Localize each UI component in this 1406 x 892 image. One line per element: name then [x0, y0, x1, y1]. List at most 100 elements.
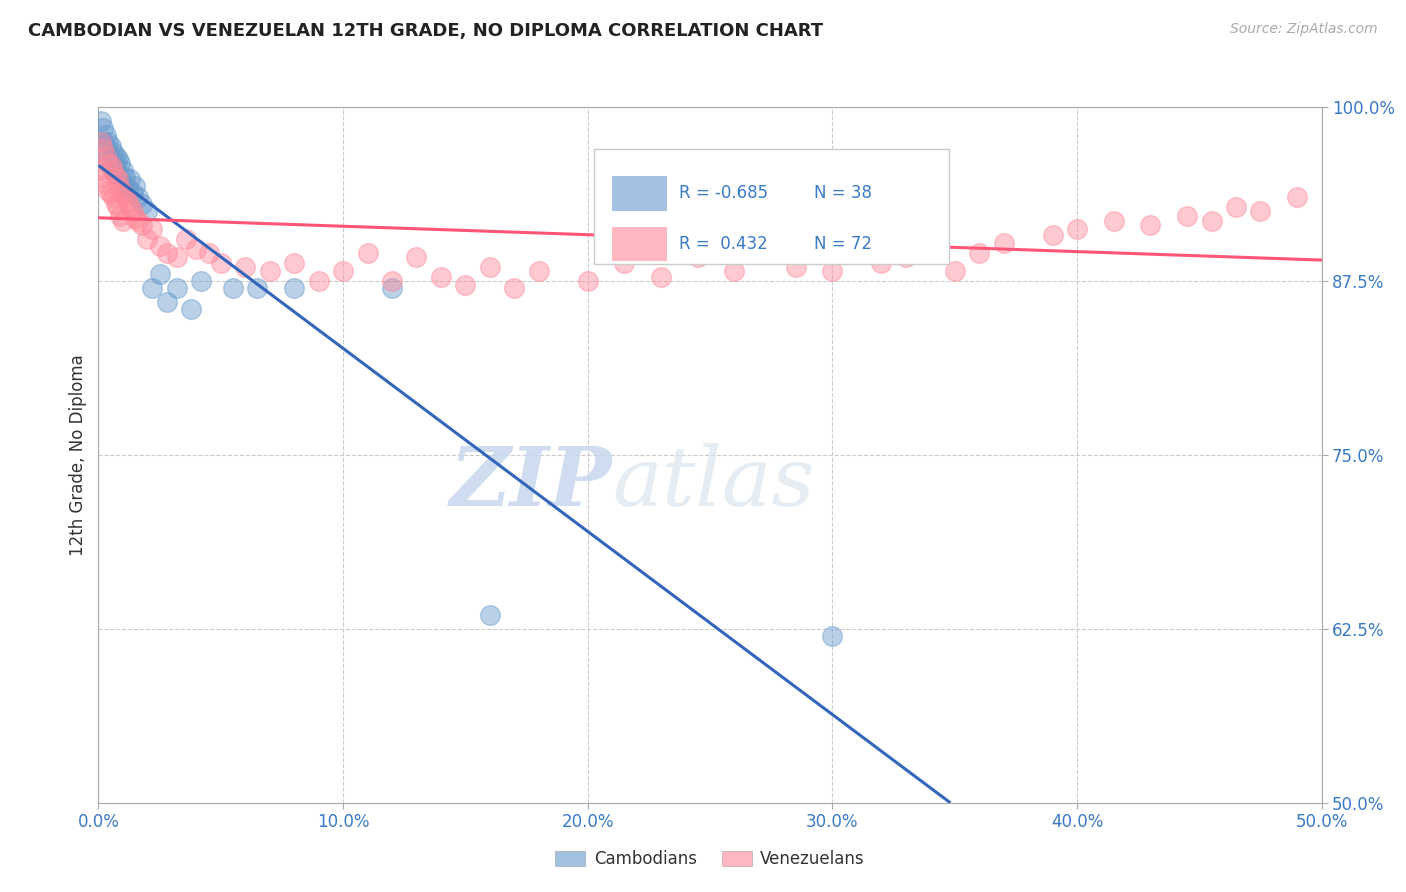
Point — [356, 246, 378, 260]
Point — [97, 149, 120, 163]
Point — [180, 301, 202, 316]
Point — [141, 222, 163, 236]
Point — [454, 278, 477, 293]
Point — [1249, 204, 1271, 219]
Point — [100, 159, 122, 173]
Point — [117, 194, 139, 209]
Legend: Cambodians, Venezuelans: Cambodians, Venezuelans — [548, 843, 872, 874]
Point — [821, 264, 844, 278]
Point — [381, 281, 404, 295]
Point — [503, 281, 526, 295]
Point — [110, 155, 132, 169]
Point — [478, 260, 501, 274]
Text: ZIP: ZIP — [450, 442, 612, 523]
Point — [91, 169, 114, 184]
Point — [894, 250, 917, 264]
Point — [650, 269, 672, 284]
Point — [967, 246, 990, 260]
Point — [101, 162, 124, 177]
Point — [104, 169, 127, 184]
Point — [100, 139, 122, 153]
Point — [107, 172, 129, 186]
Point — [97, 184, 120, 198]
Point — [149, 267, 172, 281]
Point — [101, 145, 124, 159]
Point — [127, 214, 149, 228]
Point — [1201, 214, 1223, 228]
Bar — [612, 227, 668, 261]
Point — [190, 274, 212, 288]
Point — [209, 256, 232, 270]
Point — [110, 180, 132, 194]
Point — [114, 169, 136, 184]
Y-axis label: 12th Grade, No Diploma: 12th Grade, No Diploma — [69, 354, 87, 556]
Text: N = 72: N = 72 — [814, 235, 872, 253]
Point — [166, 281, 188, 295]
Point — [91, 120, 114, 135]
Point — [131, 219, 153, 233]
Point — [107, 167, 129, 181]
Point — [91, 142, 114, 156]
Point — [111, 186, 134, 201]
Point — [1042, 228, 1064, 243]
Text: Source: ZipAtlas.com: Source: ZipAtlas.com — [1230, 22, 1378, 37]
Point — [141, 281, 163, 295]
Point — [136, 204, 159, 219]
Point — [222, 281, 245, 295]
Text: R =  0.432: R = 0.432 — [679, 235, 768, 253]
Point — [870, 256, 893, 270]
Point — [124, 179, 146, 194]
Point — [121, 186, 143, 201]
Point — [283, 281, 305, 295]
Point — [104, 197, 127, 211]
Point — [120, 200, 142, 214]
Point — [283, 256, 305, 270]
Point — [1066, 222, 1088, 236]
Text: R = -0.685: R = -0.685 — [679, 185, 769, 202]
Point — [686, 250, 709, 264]
Point — [1139, 219, 1161, 233]
Point — [94, 142, 117, 156]
Point — [259, 264, 281, 278]
Point — [576, 274, 599, 288]
Point — [114, 190, 136, 204]
Point — [90, 114, 112, 128]
Point — [785, 260, 807, 274]
Point — [430, 269, 453, 284]
Point — [107, 200, 129, 214]
Point — [110, 209, 132, 223]
Point — [821, 629, 844, 643]
Point — [1225, 200, 1247, 214]
Point — [233, 260, 256, 274]
Point — [94, 128, 117, 142]
Point — [845, 246, 868, 260]
Point — [186, 242, 208, 256]
Point — [748, 246, 770, 260]
Point — [94, 177, 117, 191]
Bar — [612, 176, 668, 211]
Text: N = 38: N = 38 — [814, 185, 872, 202]
Point — [405, 250, 427, 264]
Point — [723, 264, 745, 278]
Point — [117, 180, 139, 194]
Point — [127, 190, 149, 204]
Point — [176, 232, 198, 246]
Point — [94, 149, 117, 163]
Point — [613, 256, 636, 270]
Point — [90, 135, 112, 149]
Point — [166, 250, 188, 264]
Point — [332, 264, 354, 278]
Point — [527, 264, 550, 278]
Point — [101, 190, 124, 204]
Point — [246, 281, 269, 295]
Point — [111, 177, 134, 191]
Point — [90, 162, 112, 177]
Point — [104, 149, 127, 163]
Text: CAMBODIAN VS VENEZUELAN 12TH GRADE, NO DIPLOMA CORRELATION CHART: CAMBODIAN VS VENEZUELAN 12TH GRADE, NO D… — [28, 22, 824, 40]
Point — [478, 607, 501, 622]
FancyBboxPatch shape — [593, 149, 949, 263]
Point — [943, 264, 966, 278]
Point — [97, 155, 120, 169]
Text: atlas: atlas — [612, 442, 814, 523]
Point — [156, 294, 179, 309]
